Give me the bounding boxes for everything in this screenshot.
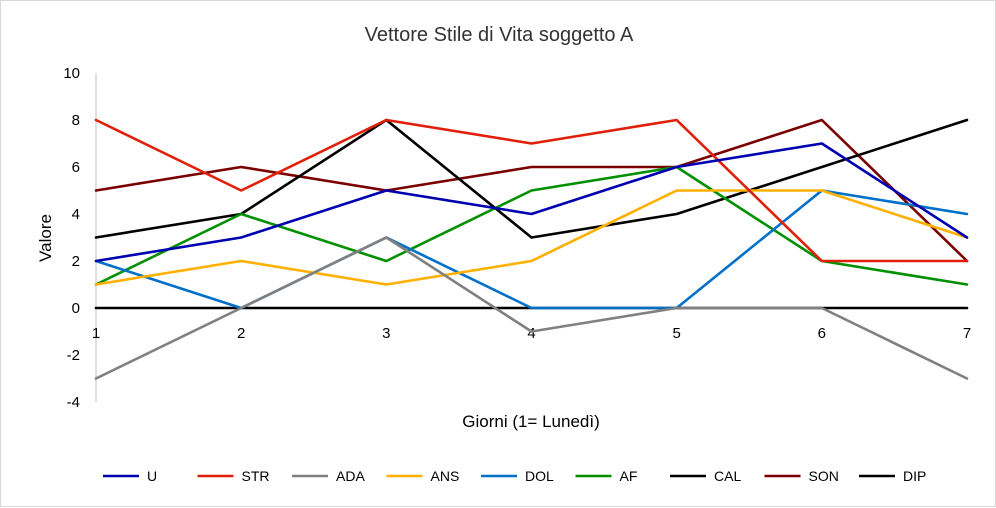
x-axis-title: Giorni (1= Lunedì) [462, 412, 600, 431]
x-tick-label: 1 [92, 325, 100, 342]
series-line-ans [94, 189, 969, 286]
x-tick-label: 6 [818, 325, 826, 342]
y-tick-label: -4 [67, 394, 80, 411]
series-line-u [94, 142, 969, 263]
series-line-dol [94, 189, 969, 310]
y-tick-label: 8 [72, 112, 80, 129]
legend: U STR ADA ANS DOL AF CAL SON DIP [103, 468, 926, 484]
y-tick-label: 10 [63, 65, 80, 82]
x-tick-label: 2 [237, 325, 245, 342]
legend-label-dol: DOL [525, 468, 554, 484]
legend-label-cal: CAL [714, 468, 741, 484]
x-tick-label: 5 [672, 325, 680, 342]
x-tick-label: 3 [382, 325, 390, 342]
series-line-str [94, 118, 969, 263]
y-tick-label: -2 [67, 347, 80, 364]
legend-label-af: AF [620, 468, 638, 484]
x-tick-label: 4 [527, 325, 535, 342]
y-axis-title: Valore [36, 214, 55, 262]
series-line-son [94, 118, 969, 263]
legend-label-son: SON [809, 468, 839, 484]
y-tick-label: 2 [72, 253, 80, 270]
series-line-ada [94, 236, 969, 380]
y-tick-label: 6 [72, 159, 80, 176]
legend-label-ans: ANS [431, 468, 460, 484]
y-tick-label: 0 [72, 300, 80, 317]
legend-label-dip: DIP [903, 468, 926, 484]
legend-label-u: U [147, 468, 157, 484]
x-tick-label: 7 [963, 325, 971, 342]
y-tick-label: 4 [72, 206, 80, 223]
legend-label-ada: ADA [336, 468, 365, 484]
chart-title: Vettore Stile di Vita soggetto A [365, 24, 634, 46]
legend-label-str: STR [242, 468, 270, 484]
